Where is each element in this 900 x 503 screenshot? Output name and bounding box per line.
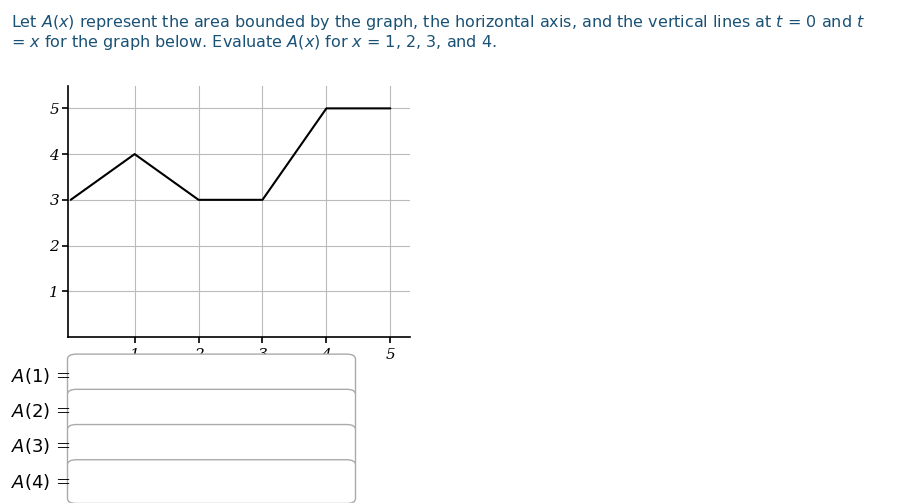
- Text: $A(4)$ =: $A(4)$ =: [11, 472, 70, 491]
- Text: = $x$ for the graph below. Evaluate $A(x)$ for $x$ = 1, 2, 3, and 4.: = $x$ for the graph below. Evaluate $A(x…: [11, 33, 497, 52]
- Text: $A(2)$ =: $A(2)$ =: [11, 401, 70, 421]
- Text: Let $A(x)$ represent the area bounded by the graph, the horizontal axis, and the: Let $A(x)$ represent the area bounded by…: [11, 13, 865, 32]
- Text: $A(3)$ =: $A(3)$ =: [11, 437, 70, 456]
- Text: $A(1)$ =: $A(1)$ =: [11, 366, 70, 386]
